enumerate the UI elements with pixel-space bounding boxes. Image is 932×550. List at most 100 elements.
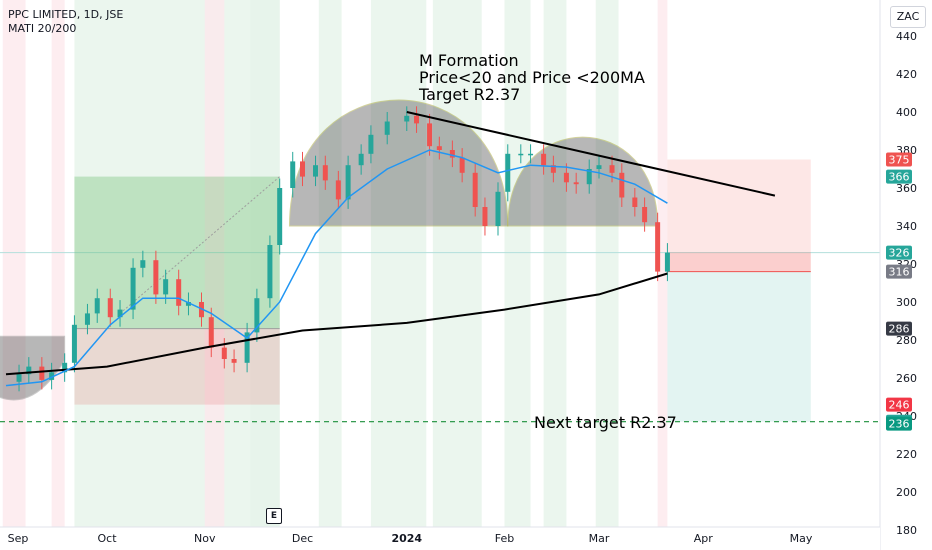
y-tick-label: 180 xyxy=(896,524,917,537)
candle-body xyxy=(632,197,638,207)
price-label-box xyxy=(886,152,912,167)
indicator-band xyxy=(51,0,65,527)
candle-body xyxy=(619,172,625,198)
candle-body xyxy=(345,165,351,200)
ma200-line xyxy=(5,272,668,376)
next-target-note: Next target R2.37 xyxy=(534,413,677,432)
indicator-band xyxy=(204,0,225,527)
candle-body xyxy=(518,153,524,156)
candle-body xyxy=(140,260,146,268)
x-tick-label: Nov xyxy=(194,532,216,545)
x-tick-label: May xyxy=(790,532,813,545)
indicator-label[interactable]: MATI 20/200 xyxy=(8,22,77,35)
candle-body xyxy=(71,324,77,363)
candle-body xyxy=(384,121,390,135)
candle-body xyxy=(221,347,227,359)
indicator-lines xyxy=(5,111,776,387)
candle-body xyxy=(299,161,305,177)
candle-body xyxy=(322,165,328,181)
candlesticks xyxy=(16,106,670,392)
candle-body xyxy=(153,260,159,295)
earnings-event-badge[interactable]: E xyxy=(266,508,282,524)
y-tick-label: 200 xyxy=(896,486,917,499)
candle-body xyxy=(107,298,113,318)
y-tick-label: 340 xyxy=(896,220,917,233)
price-label-text: 316 xyxy=(889,266,910,279)
candle-body xyxy=(277,188,283,245)
short-loss-zone xyxy=(667,159,811,253)
price-label-text: 246 xyxy=(889,399,910,412)
candle-body xyxy=(163,279,169,295)
m-formation-note: M Formation Price<20 and Price <200MA Ta… xyxy=(419,52,645,103)
indicator-band xyxy=(657,0,668,527)
candle-body xyxy=(267,245,273,299)
price-label-text: 236 xyxy=(889,418,910,431)
candle-body xyxy=(185,302,191,306)
candle-body xyxy=(290,161,296,188)
candle-body xyxy=(62,362,68,373)
indicator-band xyxy=(74,0,280,527)
candle-body xyxy=(642,207,648,223)
long-projection-line xyxy=(119,176,281,314)
candle-body xyxy=(596,165,602,169)
price-label-box xyxy=(886,245,912,260)
candle-body xyxy=(449,150,455,158)
y-tick-label: 420 xyxy=(896,68,917,81)
candle-body xyxy=(528,153,534,156)
candle-body xyxy=(94,298,100,314)
candle-body xyxy=(436,146,442,150)
candle-body xyxy=(358,153,364,166)
y-tick-label: 400 xyxy=(896,106,917,119)
x-tick-label: 2024 xyxy=(391,532,422,545)
candle-body xyxy=(664,252,670,272)
candle-body xyxy=(563,172,569,183)
candle-body xyxy=(176,279,182,306)
resistance-trendline xyxy=(406,111,776,197)
candle-body xyxy=(313,165,319,177)
candle-body xyxy=(404,115,410,122)
indicator-band xyxy=(318,0,342,527)
candle-body xyxy=(368,134,374,154)
currency-unit-button[interactable]: ZAC xyxy=(890,6,926,28)
candle-body xyxy=(130,267,136,310)
candle-body xyxy=(16,374,22,382)
candle-body xyxy=(472,172,478,207)
candle-body xyxy=(505,153,511,192)
y-tick-label: 360 xyxy=(896,182,917,195)
price-label-text: 326 xyxy=(889,247,910,260)
candle-body xyxy=(495,191,501,226)
candle-body xyxy=(655,222,661,272)
price-label-box xyxy=(886,264,912,279)
y-tick-label: 260 xyxy=(896,372,917,385)
indicator-band xyxy=(543,0,567,527)
m-formation-line-1: M Formation xyxy=(419,51,519,70)
y-tick-label: 280 xyxy=(896,334,917,347)
candle-body xyxy=(244,332,250,363)
candle-body xyxy=(482,207,488,226)
price-label-text: 375 xyxy=(889,154,910,167)
candle-body xyxy=(208,317,214,348)
time-axis-panel xyxy=(0,527,880,550)
candle-body xyxy=(254,298,260,333)
price-label-text: 366 xyxy=(889,171,910,184)
candle-body xyxy=(117,309,123,318)
indicator-band xyxy=(595,0,619,527)
indicator-band xyxy=(370,0,427,527)
candle-body xyxy=(335,180,341,200)
candle-body xyxy=(573,182,579,185)
candle-body xyxy=(414,115,420,124)
symbol-title[interactable]: PPC LIMITED, 1D, JSE xyxy=(8,8,124,21)
indicator-band xyxy=(2,0,26,527)
candle-body xyxy=(49,372,55,380)
price-label-box xyxy=(886,416,912,431)
price-label-box xyxy=(886,397,912,412)
x-tick-label: Mar xyxy=(589,532,610,545)
price-label-box xyxy=(886,169,912,184)
candle-body xyxy=(541,153,547,166)
candle-body xyxy=(231,359,237,363)
candle-body xyxy=(26,366,32,375)
indicator-band xyxy=(432,0,482,527)
